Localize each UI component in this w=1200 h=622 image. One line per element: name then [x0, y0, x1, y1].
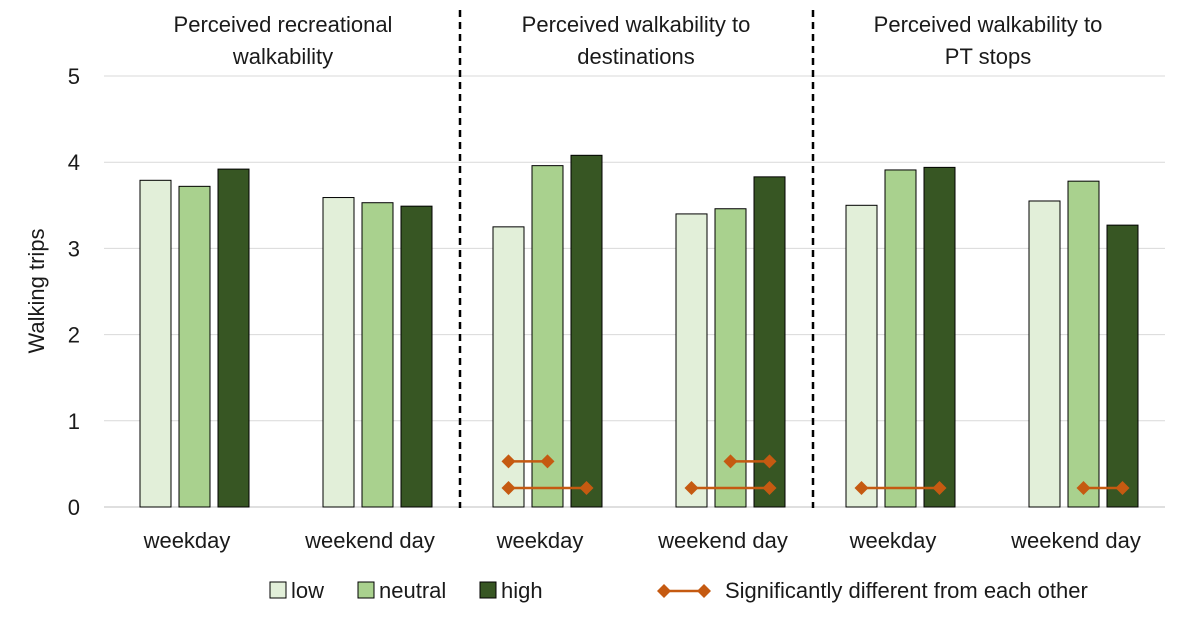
bar-high [1106, 224, 1139, 508]
significance-marker [540, 454, 555, 469]
y-tick-label: 2 [68, 323, 80, 348]
legend-label-significance: Significantly different from each other [725, 578, 1088, 603]
bar-neutral [531, 165, 564, 508]
bar-low [675, 213, 708, 508]
x-category-label: weekend day [304, 528, 435, 553]
bar-neutral [361, 202, 394, 508]
bar-high [570, 154, 603, 508]
significance-marker [762, 454, 777, 469]
y-tick-label: 0 [68, 495, 80, 520]
y-tick-label: 3 [68, 236, 80, 261]
legend-significance-marker [657, 584, 671, 598]
x-category-label: weekday [143, 528, 231, 553]
bar-high [753, 176, 786, 508]
x-category-label: weekday [849, 528, 937, 553]
significance-marker [723, 454, 738, 469]
bar-high [400, 205, 433, 508]
bar-low [139, 179, 172, 508]
bar-high [217, 168, 250, 508]
significance-marker [932, 481, 947, 496]
bar-low [1028, 200, 1061, 508]
y-tick-label: 1 [68, 409, 80, 434]
panel-title: Perceived walkability to [522, 12, 751, 37]
bar-low [845, 204, 878, 508]
significance-marker [1076, 481, 1091, 496]
bar-neutral [178, 185, 211, 508]
significance-marker [579, 481, 594, 496]
y-tick-label: 4 [68, 150, 80, 175]
significance-marker [501, 481, 516, 496]
legend-significance-marker [697, 584, 711, 598]
significance-marker [854, 481, 869, 496]
y-axis-label: Walking trips [24, 228, 49, 353]
bar-neutral [884, 169, 917, 508]
significance-marker [1115, 481, 1130, 496]
legend-label-high: high [501, 578, 543, 603]
significance-marker [762, 481, 777, 496]
legend-swatch-low [269, 581, 287, 599]
bar-high [923, 166, 956, 508]
legend-label-low: low [291, 578, 324, 603]
significance-marker [684, 481, 699, 496]
bar-neutral [1067, 180, 1100, 508]
panel-title: destinations [577, 44, 694, 69]
panel-title: walkability [232, 44, 333, 69]
panel-title: Perceived recreational [174, 12, 393, 37]
y-tick-label: 5 [68, 64, 80, 89]
bar-low [322, 197, 355, 508]
x-category-label: weekend day [1010, 528, 1141, 553]
legend-swatch-high [479, 581, 497, 599]
panel-title: PT stops [945, 44, 1031, 69]
x-category-label: weekend day [657, 528, 788, 553]
legend-swatch-neutral [357, 581, 375, 599]
legend-label-neutral: neutral [379, 578, 446, 603]
x-category-label: weekday [496, 528, 584, 553]
significance-marker [501, 454, 516, 469]
panel-title: Perceived walkability to [874, 12, 1103, 37]
